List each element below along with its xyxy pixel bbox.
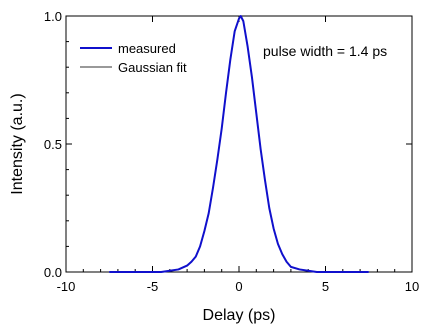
axis-tick-labels: -10 -5 0 5 10 0.0 0.5 1.0 (44, 9, 419, 294)
y-tick-label: 0.0 (44, 265, 62, 280)
y-axis-title: Intensity (a.u.) (9, 93, 26, 194)
x-tick-label: 0 (235, 279, 242, 294)
x-axis-title: Delay (ps) (203, 307, 276, 324)
x-tick-label: -10 (57, 279, 76, 294)
x-tick-label: -5 (147, 279, 159, 294)
x-tick-label: 10 (405, 279, 419, 294)
legend-label-gaussian-fit: Gaussian fit (118, 60, 187, 75)
axis-ticks (65, 15, 413, 273)
x-tick-label: 5 (322, 279, 329, 294)
y-tick-label: 0.5 (44, 137, 62, 152)
annotation-pulse-width: pulse width = 1.4 ps (263, 43, 387, 59)
y-tick-label: 1.0 (44, 9, 62, 24)
legend: measured Gaussian fit (80, 41, 187, 75)
series-layer (109, 15, 369, 273)
series-line-measured (109, 15, 369, 273)
legend-label-measured: measured (118, 41, 176, 56)
